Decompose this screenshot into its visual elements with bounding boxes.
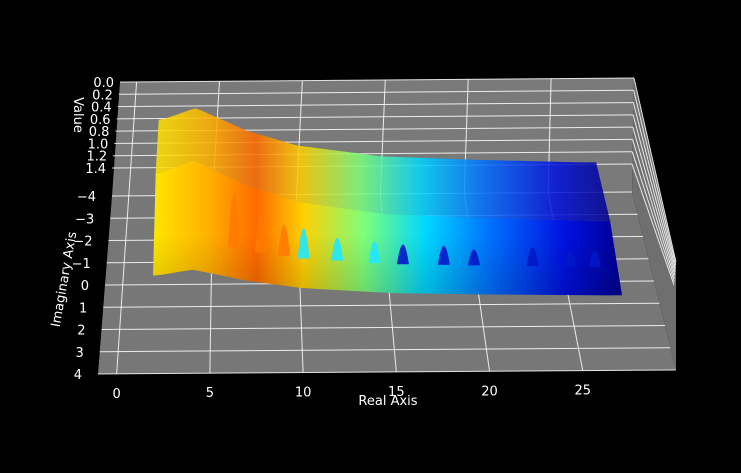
z-tick-label: 1.2: [86, 150, 107, 165]
surface-peak: [396, 244, 409, 265]
y-axis-label: Imaginary Axis: [49, 230, 81, 328]
z-gridline: [118, 89, 634, 95]
surface-shade: [153, 160, 623, 296]
surface-peak: [368, 241, 381, 264]
y-tick-label: 4: [74, 368, 82, 383]
z-tick-label: 0.4: [91, 101, 112, 116]
x-axis-label: Real Axis: [358, 394, 417, 409]
z-side-gridline: [632, 127, 676, 276]
x-tick-label: 0: [113, 387, 121, 402]
x-tick-label: 5: [206, 386, 214, 401]
z-side-gridline: [633, 77, 677, 263]
x-tick-label: 15: [388, 385, 405, 400]
y-tick-label: −3: [75, 212, 94, 227]
z-tick-label: 0.8: [89, 125, 110, 140]
y-tick-label: −1: [72, 257, 91, 272]
y-tick-label: −4: [77, 190, 96, 205]
surface: [153, 108, 623, 296]
x-wall-gridline: [128, 81, 138, 196]
x-tick-label: 25: [575, 384, 592, 399]
y-tick-label: 2: [77, 324, 85, 339]
surface-peak: [437, 245, 450, 265]
y-gridline: [99, 347, 671, 353]
z-side-gridline: [633, 90, 677, 266]
y-tick-label: −2: [73, 235, 92, 250]
z-tick-label: 1.0: [88, 137, 109, 152]
x-tick-label: 20: [481, 384, 498, 399]
surface-peak: [563, 250, 576, 267]
z-side-gridline: [631, 151, 675, 282]
z-gridline: [119, 77, 635, 83]
x-tick-label: 10: [295, 386, 312, 401]
z-tick-label: 1.4: [85, 162, 106, 177]
y-gridline: [97, 369, 677, 375]
z-side-gridline: [632, 102, 676, 269]
y-tick-label: 0: [81, 279, 89, 294]
z-side-gridline: [631, 163, 675, 286]
surface-peak: [228, 192, 241, 248]
surface-peak: [277, 224, 290, 256]
z-tick-label: 0.6: [90, 113, 111, 128]
z-gridline: [117, 102, 634, 108]
z-tick-label: 0.0: [93, 76, 114, 91]
surface-peak: [297, 228, 310, 259]
z-axis-label: Value: [70, 97, 85, 133]
y-tick-label: 1: [79, 301, 87, 316]
z-side-gridline: [632, 139, 676, 279]
y-gridline: [101, 325, 666, 330]
surface-peak: [254, 214, 267, 253]
surface-peak: [588, 250, 601, 267]
y-tick-label: 3: [75, 346, 83, 361]
y-gridline: [103, 302, 660, 308]
surface-peak: [467, 249, 480, 266]
surface-top: [155, 108, 611, 221]
z-side-gridline: [632, 114, 676, 272]
tick-labels: 0 5 10 15 20 25−4−3−2−1012340.00.20.40.60.81.…: [72, 76, 591, 402]
surface-peak: [526, 247, 539, 267]
surface-peak: [331, 237, 344, 261]
z-tick-label: 0.2: [92, 88, 113, 103]
